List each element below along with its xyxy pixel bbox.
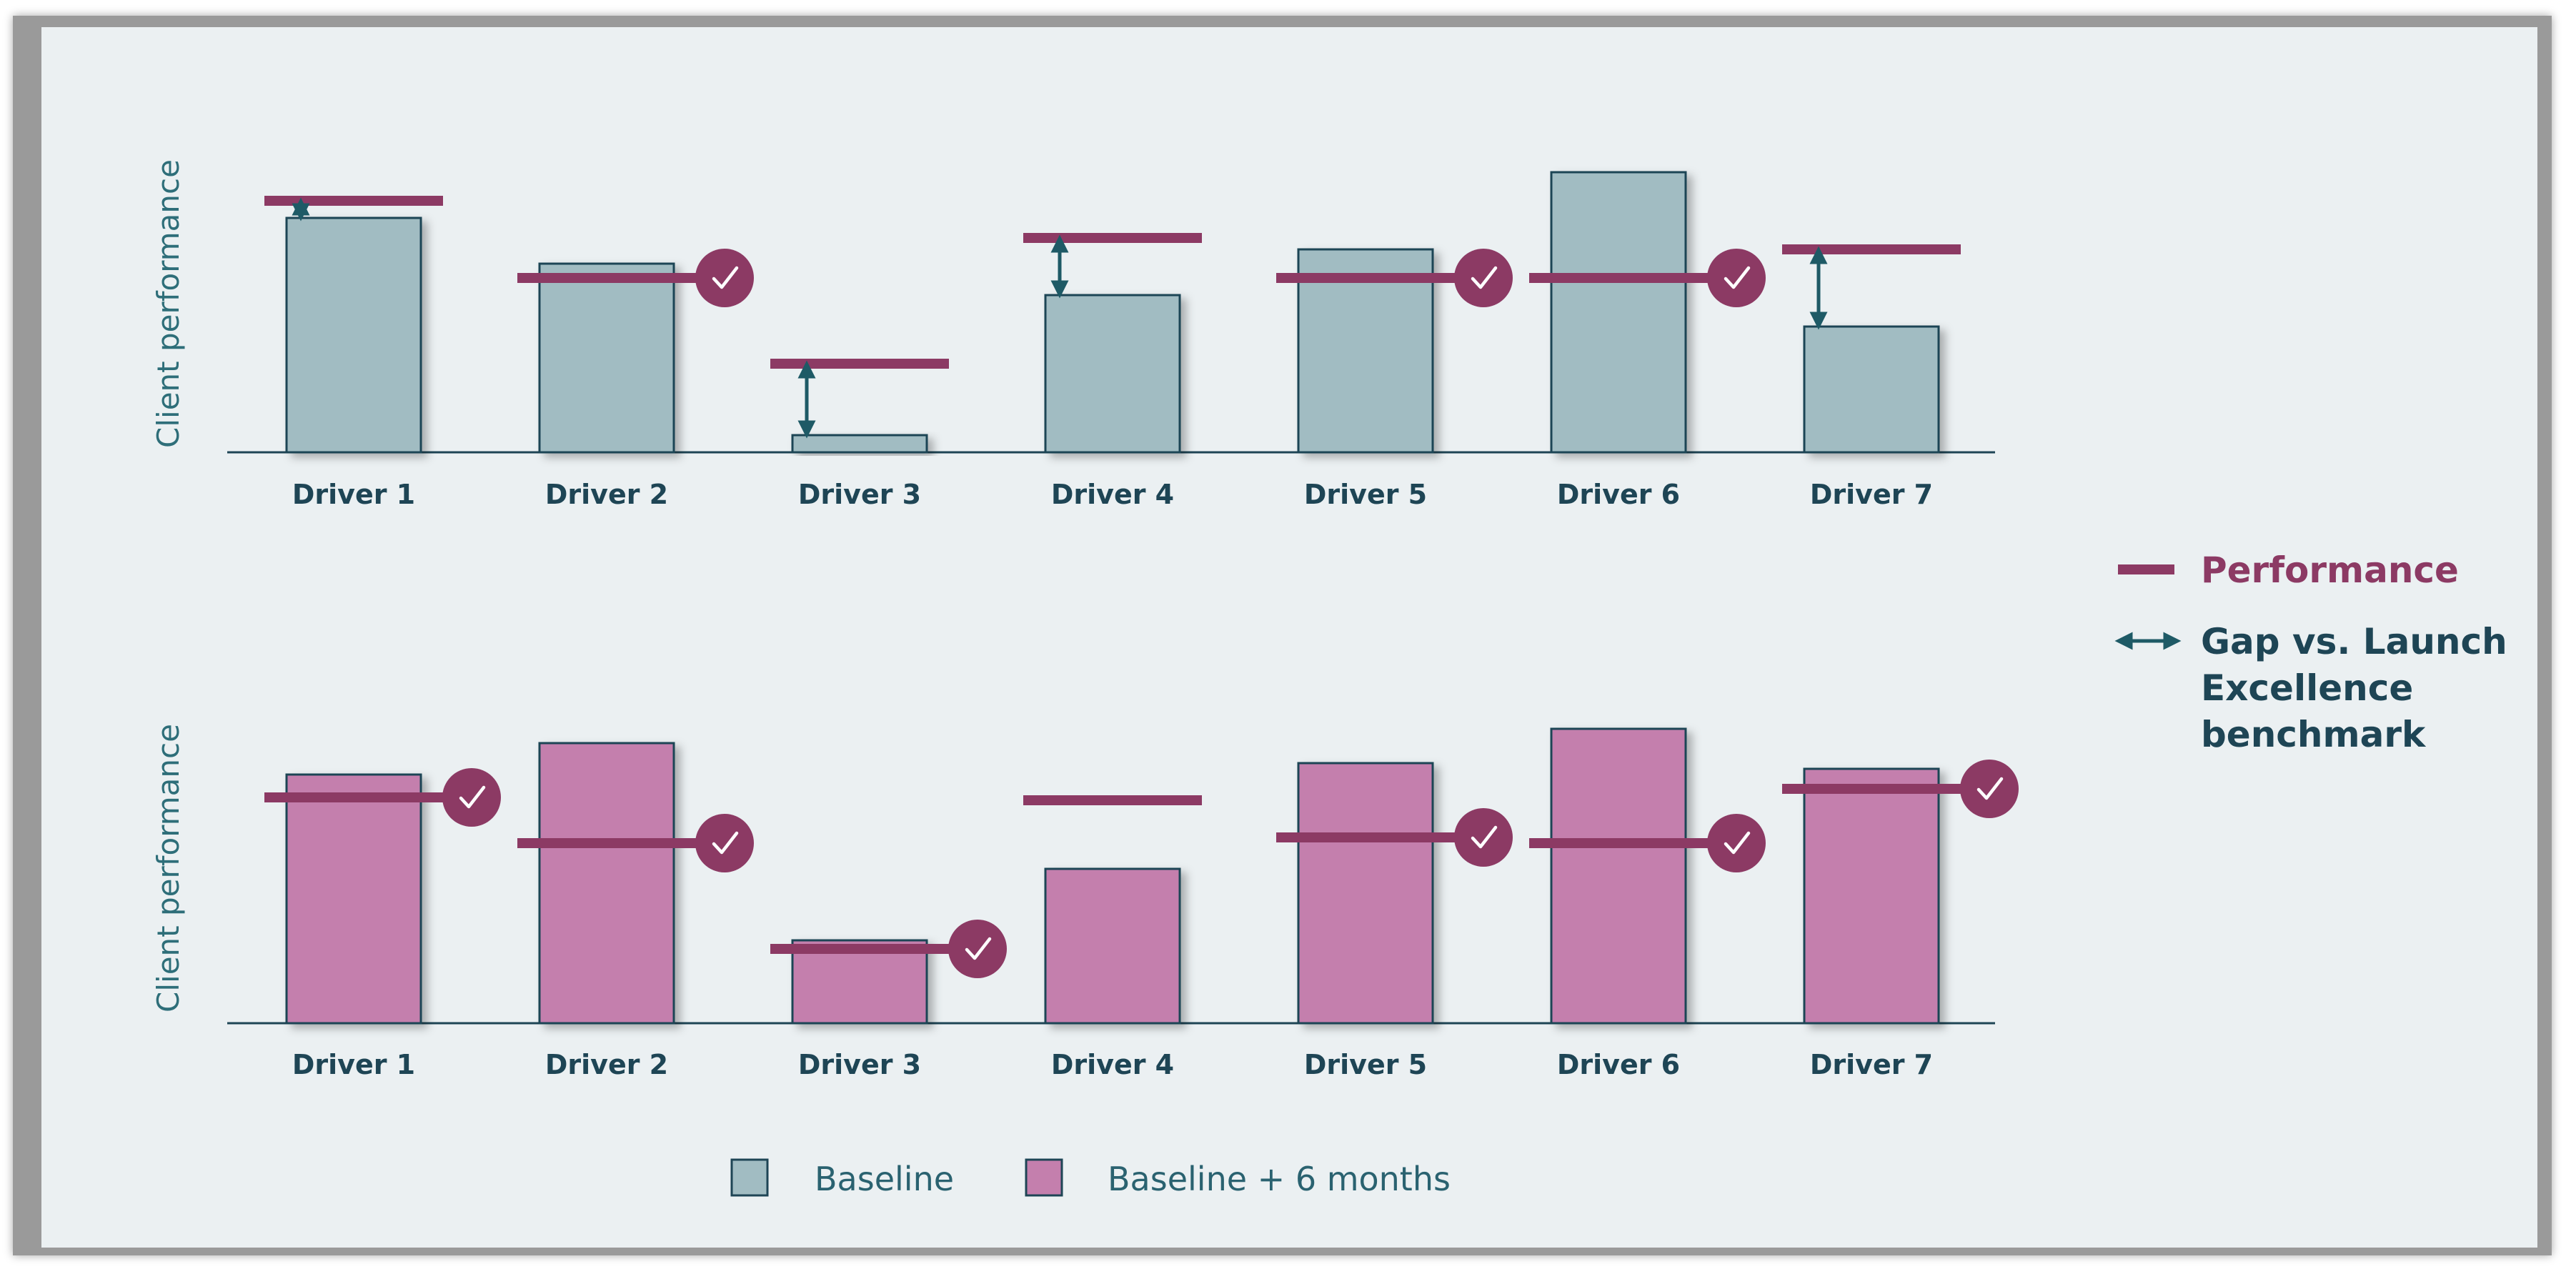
chart-baseline: Driver 1 Driver 2 Driver 3 Driver 4 Driver 5… <box>227 171 1995 510</box>
checkmark-badge <box>1454 808 1513 867</box>
bar <box>1044 867 1181 1025</box>
x-tick-label: Driver 7 <box>1810 1049 1933 1080</box>
x-tick-label: Driver 6 <box>1557 479 1680 510</box>
check-icon <box>712 266 739 289</box>
x-tick-label: Driver 4 <box>1051 1049 1174 1080</box>
legend-performance-label: Performance <box>2201 549 2459 591</box>
checkmark-badge <box>442 768 501 827</box>
bar <box>1550 727 1687 1025</box>
x-tick-label: Driver 3 <box>798 1049 921 1080</box>
x-tick-label: Driver 5 <box>1304 479 1427 510</box>
checkmark-badge <box>695 249 754 307</box>
x-tick-label: Driver 7 <box>1810 479 1933 510</box>
legend-baseline-6m-label: Baseline + 6 months <box>1108 1160 1451 1198</box>
bar <box>791 939 928 1025</box>
chart-baseline-6-months: Driver 1 Driver 2 Driver 3 Driver 4 Driver 5… <box>227 727 2019 1080</box>
check-icon <box>1724 831 1751 855</box>
bar <box>538 742 675 1025</box>
bar <box>1803 325 1940 454</box>
checkmark-badge <box>1454 249 1513 307</box>
check-icon <box>459 785 486 809</box>
legend-baseline-6m-swatch <box>1025 1158 1063 1197</box>
bar <box>285 773 422 1025</box>
x-tick-label: Driver 2 <box>545 479 668 510</box>
checkmark-badge <box>1707 249 1766 307</box>
legend-gap-label-line1: Gap vs. Launch <box>2201 621 2507 662</box>
checkmark-badge <box>948 920 1007 978</box>
checkmark-badge <box>1707 814 1766 872</box>
bar <box>1297 248 1434 454</box>
y-axis-label-bottom: Client performance <box>151 724 186 1012</box>
legend-bottom: Baseline Baseline + 6 months <box>730 1158 1451 1198</box>
x-tick-label: Driver 4 <box>1051 479 1174 510</box>
x-tick-label: Driver 5 <box>1304 1049 1427 1080</box>
check-icon <box>1471 266 1498 289</box>
legend-gap-label-line3: benchmark <box>2201 714 2427 755</box>
legend-baseline-label: Baseline <box>815 1160 954 1198</box>
bar <box>1297 762 1434 1025</box>
legend-right: Performance Gap vs. Launch Excellence be… <box>2114 549 2507 755</box>
check-icon <box>965 937 992 960</box>
check-icon <box>1471 825 1498 849</box>
bar <box>1044 294 1181 454</box>
y-axis-label-top: Client performance <box>151 159 186 448</box>
legend-gap-label-line2: Excellence <box>2201 667 2413 709</box>
bar <box>1803 767 1940 1025</box>
x-tick-label: Driver 3 <box>798 479 921 510</box>
x-tick-label: Driver 1 <box>292 479 415 510</box>
check-icon <box>1976 777 2004 800</box>
x-tick-label: Driver 6 <box>1557 1049 1680 1080</box>
check-icon <box>712 831 739 855</box>
x-tick-label: Driver 2 <box>545 1049 668 1080</box>
checkmark-badge <box>1960 760 2019 818</box>
bar <box>791 434 928 454</box>
x-tick-label: Driver 1 <box>292 1049 415 1080</box>
checkmark-badge <box>695 814 754 872</box>
bar <box>285 217 422 454</box>
legend-baseline-swatch <box>730 1158 769 1197</box>
check-icon <box>1724 266 1751 289</box>
bar <box>538 262 675 454</box>
bar <box>1550 171 1687 454</box>
